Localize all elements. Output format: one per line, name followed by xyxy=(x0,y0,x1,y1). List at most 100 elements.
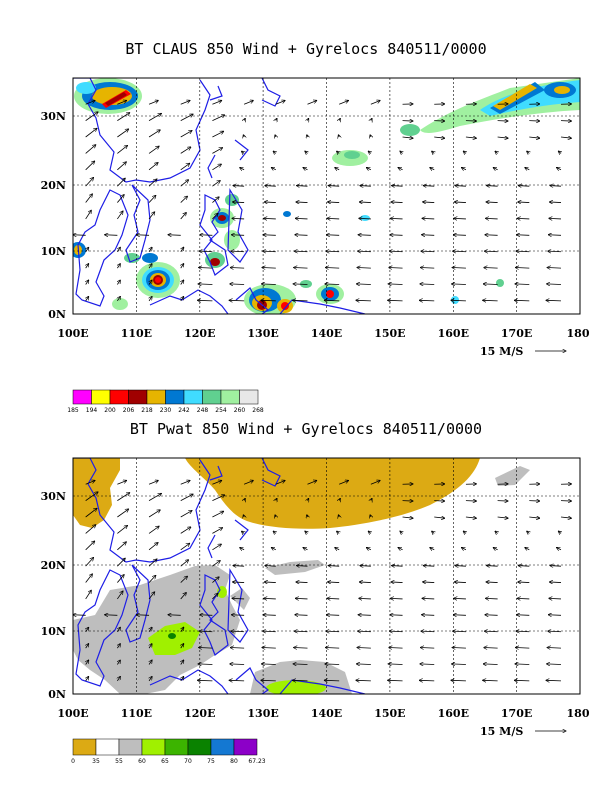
wind-vector xyxy=(85,194,93,203)
wind-vector xyxy=(391,582,403,583)
wind-vector xyxy=(244,498,245,500)
x-tick-label: 100E xyxy=(57,327,88,340)
panel1-fields xyxy=(73,78,580,314)
wind-vector xyxy=(454,582,466,583)
wind-vector xyxy=(465,137,477,138)
wind-vector xyxy=(371,118,372,120)
wind-vector xyxy=(339,498,340,500)
panel1-coastlines xyxy=(73,78,366,314)
panel2-colorbar: 0 35 55 60 65 70 75 80 67.23 xyxy=(71,738,266,765)
wind-vector xyxy=(230,284,245,285)
wind-vector xyxy=(358,251,371,252)
wind-vector xyxy=(516,631,530,632)
wind-vector xyxy=(328,582,340,583)
wind-vector xyxy=(451,664,466,665)
x-tick-label: 100E xyxy=(57,707,88,720)
wind-vector xyxy=(148,146,159,154)
wind-vector xyxy=(180,511,192,518)
colorbar-label: 70 xyxy=(184,758,192,765)
wind-vector xyxy=(276,118,277,120)
wind-vector xyxy=(307,480,316,485)
wind-vector xyxy=(180,163,190,171)
wind-vector xyxy=(117,509,128,518)
x-tick-label: 170E xyxy=(501,327,532,340)
wind-vector xyxy=(148,163,158,171)
wind-vector xyxy=(212,131,223,138)
wind-vector xyxy=(420,268,435,269)
wind-vector xyxy=(485,598,498,599)
panel1-colorbar: 185 194 200 206 218 230 242 248 254 260 268 xyxy=(67,389,264,414)
wind-vector xyxy=(180,480,190,485)
wind-vector xyxy=(168,615,181,616)
wind-vector xyxy=(181,676,184,682)
wind-vector xyxy=(232,582,245,583)
wind-vector xyxy=(105,615,118,616)
wind-vector xyxy=(338,515,339,517)
wind-vector xyxy=(432,531,435,533)
wind-vector xyxy=(487,186,498,187)
colorbar-label: 185 xyxy=(67,407,79,414)
wind-vector xyxy=(335,548,340,550)
wind-vector xyxy=(148,480,158,485)
wind-vector xyxy=(273,151,276,153)
wind-vector xyxy=(243,100,253,105)
wind-vector xyxy=(398,168,403,170)
wind-vector xyxy=(85,210,92,220)
wind-vector xyxy=(487,566,498,567)
wind-vector xyxy=(148,212,155,220)
wind-vector xyxy=(181,644,184,649)
wind-vector xyxy=(261,300,276,301)
wind-vector xyxy=(85,541,95,551)
wind-vector xyxy=(86,247,89,252)
wind-vector xyxy=(337,531,340,533)
wind-vector xyxy=(518,186,530,187)
wind-vector xyxy=(86,280,89,285)
wind-vector xyxy=(295,615,308,616)
wind-vector xyxy=(324,680,340,681)
wind-vector xyxy=(181,264,184,269)
wind-vector xyxy=(117,660,120,665)
wind-vector xyxy=(548,615,562,616)
wind-vector xyxy=(180,131,192,138)
wind-vector xyxy=(455,566,466,567)
wind-vector xyxy=(560,137,572,138)
wind-vector xyxy=(263,235,276,236)
wind-vector xyxy=(307,498,308,500)
wind-vector xyxy=(262,268,276,269)
wind-vector xyxy=(275,515,276,517)
colorbar-label: 67.23 xyxy=(248,758,265,765)
wind-vector xyxy=(85,112,98,121)
wind-vector xyxy=(483,664,498,665)
wind-vector xyxy=(295,235,308,236)
wind-vector xyxy=(295,598,308,599)
wind-vector xyxy=(339,118,340,120)
wind-vector xyxy=(149,296,152,302)
wind-vector xyxy=(371,498,372,500)
wind-vector xyxy=(518,566,530,567)
colorbar-label: 248 xyxy=(197,407,209,414)
wind-vector xyxy=(85,177,94,187)
wind-vector xyxy=(325,664,340,665)
wind-vector xyxy=(420,664,435,665)
panel2-frame xyxy=(72,457,581,695)
colorbar-swatch xyxy=(91,389,111,405)
wind-vector xyxy=(493,548,498,550)
panel2-title: BT Pwat 850 Wind + Gyrelocs 840511/0000 xyxy=(129,420,483,438)
wind-vector xyxy=(328,202,340,203)
panel1-x-axis: 100E 110E 120E 130E 140E 150E 160E 170E … xyxy=(57,327,590,340)
wind-vector xyxy=(556,548,562,550)
y-tick-label: 20N xyxy=(41,179,66,192)
wind-vector xyxy=(261,664,276,665)
wind-vector xyxy=(359,582,371,583)
wind-vector xyxy=(148,179,157,187)
x-tick-label: 180 xyxy=(567,707,590,720)
wind-vector xyxy=(421,251,435,252)
wind-vector xyxy=(149,660,152,665)
wind-vector xyxy=(294,631,308,632)
wind-vector xyxy=(486,582,498,583)
wind-vector xyxy=(180,560,189,567)
colorbar-label: 254 xyxy=(215,407,227,414)
wind-vector xyxy=(525,548,530,550)
wind-vector xyxy=(514,300,530,301)
colorbar-swatch xyxy=(164,738,189,756)
